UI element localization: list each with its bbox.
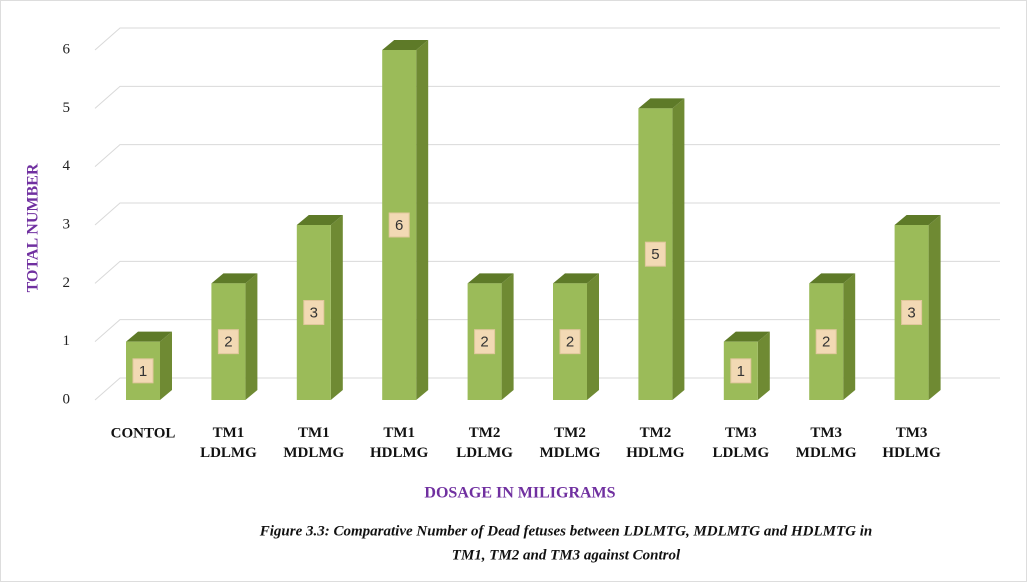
value-label-box xyxy=(559,329,581,355)
x-tick-label: TM3 MDLMG xyxy=(796,425,857,461)
x-tick-label-line: LDLMG xyxy=(712,445,769,461)
value-label-box xyxy=(132,358,154,384)
x-tick-label-line: TM3 xyxy=(725,425,757,441)
x-tick-label-line: TM2 xyxy=(554,425,586,441)
bar-side xyxy=(245,273,258,400)
bar-top xyxy=(382,40,429,50)
x-tick-label: TM3 LDLMG xyxy=(712,425,769,461)
bar xyxy=(723,331,770,400)
x-tick-label-line: MDLMG xyxy=(283,445,344,461)
bar xyxy=(296,215,343,400)
value-label-box xyxy=(815,329,837,355)
x-tick-label-line: TM2 xyxy=(469,425,501,441)
x-tick-label-line: HDLMG xyxy=(370,445,429,461)
x-tick-label: CONTOL xyxy=(111,425,176,441)
x-tick-label: TM2 HDLMG xyxy=(626,425,685,461)
grid-line xyxy=(94,319,1000,343)
x-tick-label: TM1 MDLMG xyxy=(283,425,344,461)
x-tick-label: TM2 MDLMG xyxy=(540,425,601,461)
bar-top xyxy=(894,215,941,225)
caption: Figure 3.3: Comparative Number of Dead f… xyxy=(259,523,872,539)
bar-side xyxy=(501,273,514,400)
bar-side xyxy=(160,331,172,400)
bar-top xyxy=(723,331,770,342)
bar-side xyxy=(757,331,770,400)
x-tick-label-line: TM1 xyxy=(213,425,245,441)
caption: TM1, TM2 and TM3 against Control xyxy=(452,547,681,563)
bar-top xyxy=(467,273,514,284)
value-label: 1 xyxy=(737,363,745,380)
x-tick-label: TM1 HDLMG xyxy=(370,425,429,461)
y-tick-label: 0 xyxy=(63,391,71,407)
x-tick-label: TM3 HDLMG xyxy=(882,425,941,461)
value-label-box xyxy=(474,329,496,355)
x-tick-label-line: TM1 xyxy=(298,425,330,441)
grid-line xyxy=(94,85,1000,109)
value-label: 1 xyxy=(139,363,147,380)
value-label-box xyxy=(730,358,752,384)
x-tick-label-line: HDLMG xyxy=(626,445,685,461)
bar-top xyxy=(638,98,685,109)
bar-side xyxy=(330,215,343,400)
y-tick-label: 5 xyxy=(63,100,71,116)
x-tick-label-line: LDLMG xyxy=(200,445,257,461)
y-tick-label: 3 xyxy=(63,216,71,232)
x-tick-label-line: TM3 xyxy=(896,425,928,441)
y-tick-label: 4 xyxy=(63,158,71,174)
bar-top xyxy=(553,273,599,284)
x-tick-label-line: MDLMG xyxy=(540,445,601,461)
value-label: 6 xyxy=(395,217,403,234)
value-label: 2 xyxy=(822,334,830,351)
value-label: 5 xyxy=(651,246,659,263)
y-tick-label: 1 xyxy=(63,333,71,349)
value-label-box xyxy=(901,300,923,325)
x-tick-label: TM1 LDLMG xyxy=(200,425,257,461)
bar-top xyxy=(809,273,856,284)
y-axis-title: TOTAL NUMBER xyxy=(25,163,42,292)
value-label: 2 xyxy=(566,334,574,351)
x-axis-title: DOSAGE IN MILIGRAMS xyxy=(424,485,615,502)
x-tick-label-line: TM3 xyxy=(810,425,842,441)
x-tick-label-line: TM2 xyxy=(640,425,672,441)
value-label-box xyxy=(644,241,666,267)
x-tick-label-line: MDLMG xyxy=(796,445,857,461)
value-label-box xyxy=(217,329,239,355)
grid-line xyxy=(94,27,1000,51)
bar-side xyxy=(928,215,941,400)
x-tick-label-line: LDLMG xyxy=(456,445,513,461)
y-tick-label: 6 xyxy=(63,41,71,57)
grid-line xyxy=(94,377,1000,401)
grid-line xyxy=(94,260,1000,284)
value-label: 3 xyxy=(907,304,915,321)
grid-line xyxy=(94,202,1000,226)
value-label-box xyxy=(303,300,325,325)
value-label: 2 xyxy=(224,334,232,351)
value-label: 3 xyxy=(310,304,318,321)
bar xyxy=(894,215,941,400)
bar-top xyxy=(126,331,172,342)
x-tick-label-line: HDLMG xyxy=(882,445,941,461)
x-tick-label: TM2 LDLMG xyxy=(456,425,513,461)
x-tick-label-line: TM1 xyxy=(383,425,415,441)
value-label-box xyxy=(388,212,410,238)
bar-top xyxy=(296,215,343,225)
bar-top xyxy=(211,273,258,284)
value-label: 2 xyxy=(480,334,488,351)
y-tick-label: 2 xyxy=(63,275,71,291)
bar-side xyxy=(672,98,685,400)
bar-side xyxy=(587,273,599,400)
bar-side xyxy=(843,273,856,400)
bar-side xyxy=(416,40,429,400)
grid-line xyxy=(94,144,1000,168)
